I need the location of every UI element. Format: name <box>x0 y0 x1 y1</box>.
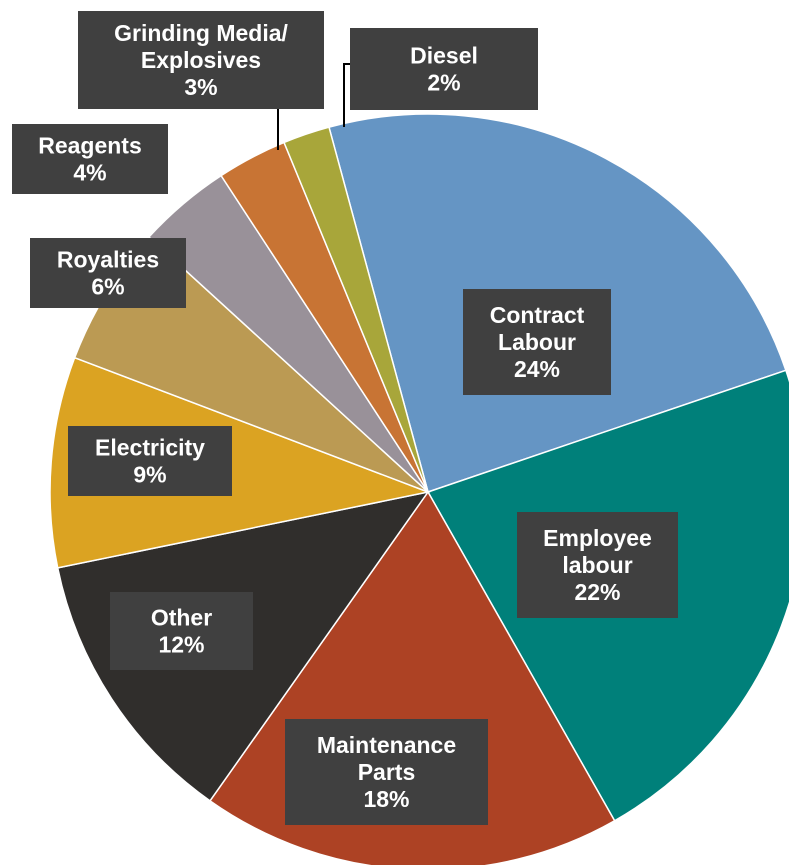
data-label-name: Royalties <box>57 247 159 273</box>
data-label-name: Labour <box>498 329 576 355</box>
data-label-box <box>12 124 168 194</box>
pie-slice-electricity <box>49 356 431 569</box>
data-label-value: 12% <box>158 632 204 658</box>
data-label-value: 4% <box>73 160 106 186</box>
data-label-name: Grinding Media/ <box>114 20 288 46</box>
data-label-value: 2% <box>427 70 460 96</box>
pie-slice-diesel <box>283 126 429 493</box>
data-label-name: Reagents <box>38 133 142 159</box>
data-label-value: 9% <box>133 462 166 488</box>
data-label-name: Electricity <box>95 435 205 461</box>
data-label-box <box>350 28 538 110</box>
data-label-value: 22% <box>574 579 620 605</box>
data-label-name: labour <box>562 552 632 578</box>
data-label-name: Diesel <box>410 43 478 69</box>
leader-line <box>343 63 350 127</box>
data-label-box <box>30 238 186 308</box>
data-label-value: 3% <box>184 74 217 100</box>
data-label-value: 6% <box>91 274 124 300</box>
data-label-box <box>68 426 232 496</box>
data-label-value: 18% <box>363 786 409 812</box>
data-label-box <box>78 11 324 109</box>
data-label-name: Employee <box>543 525 652 551</box>
data-label-box <box>463 289 611 395</box>
data-label-box <box>517 512 678 618</box>
data-label-value: 24% <box>514 356 560 382</box>
leader-lines <box>277 63 350 150</box>
data-label-name: Explosives <box>141 47 261 73</box>
data-label-name: Contract <box>490 302 585 328</box>
data-label-box <box>285 719 488 825</box>
data-label-name: Maintenance <box>317 732 456 758</box>
data-label-box <box>110 592 253 670</box>
data-label-name: Other <box>151 605 212 631</box>
data-label-name: Parts <box>358 759 416 785</box>
